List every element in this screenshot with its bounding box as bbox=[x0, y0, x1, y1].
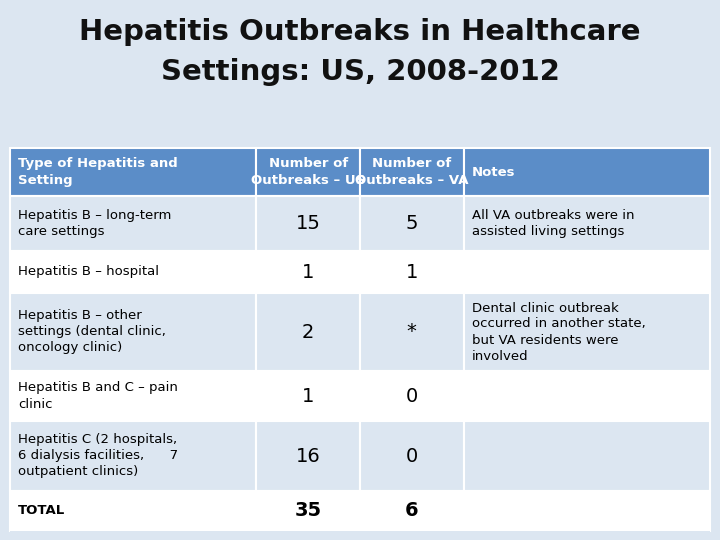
Text: 1: 1 bbox=[302, 262, 315, 281]
Text: *: * bbox=[407, 322, 417, 341]
Bar bbox=[10, 371, 256, 421]
Text: Notes: Notes bbox=[472, 165, 515, 179]
Text: Hepatitis C (2 hospitals,
6 dialysis facilities,      7
outpatient clinics): Hepatitis C (2 hospitals, 6 dialysis fac… bbox=[18, 434, 178, 478]
Bar bbox=[10, 531, 710, 540]
Text: Hepatitis B – hospital: Hepatitis B – hospital bbox=[18, 266, 159, 279]
Text: Dental clinic outbreak
occurred in another state,
but VA residents were
involved: Dental clinic outbreak occurred in anoth… bbox=[472, 301, 645, 362]
Text: 0: 0 bbox=[405, 387, 418, 406]
Text: Settings: US, 2008-2012: Settings: US, 2008-2012 bbox=[161, 58, 559, 86]
Text: Hepatitis B – other
settings (dental clinic,
oncology clinic): Hepatitis B – other settings (dental cli… bbox=[18, 309, 166, 354]
Bar bbox=[256, 196, 360, 251]
Bar bbox=[256, 293, 360, 371]
Bar bbox=[10, 148, 256, 196]
Text: Type of Hepatitis and
Setting: Type of Hepatitis and Setting bbox=[18, 157, 178, 187]
Text: 0: 0 bbox=[405, 447, 418, 465]
Text: 1: 1 bbox=[405, 262, 418, 281]
Text: 16: 16 bbox=[296, 447, 320, 465]
Text: Number of
Outbreaks – VA: Number of Outbreaks – VA bbox=[355, 157, 469, 187]
Bar bbox=[256, 491, 360, 531]
Bar bbox=[10, 421, 256, 491]
Bar bbox=[464, 421, 710, 491]
Bar bbox=[256, 371, 360, 421]
Bar bbox=[360, 371, 464, 421]
Bar bbox=[10, 196, 256, 251]
Bar bbox=[464, 196, 710, 251]
Bar bbox=[464, 148, 710, 196]
Text: 2: 2 bbox=[302, 322, 315, 341]
Text: Hepatitis Outbreaks in Healthcare: Hepatitis Outbreaks in Healthcare bbox=[79, 18, 641, 46]
Text: Number of
Outbreaks – US: Number of Outbreaks – US bbox=[251, 157, 365, 187]
Bar bbox=[464, 491, 710, 531]
Bar bbox=[464, 251, 710, 293]
Bar bbox=[256, 251, 360, 293]
Text: 6: 6 bbox=[405, 502, 418, 521]
Text: All VA outbreaks were in
assisted living settings: All VA outbreaks were in assisted living… bbox=[472, 209, 634, 238]
Text: 15: 15 bbox=[296, 214, 320, 233]
Bar bbox=[360, 293, 464, 371]
Bar bbox=[256, 421, 360, 491]
Bar bbox=[360, 148, 464, 196]
Text: TOTAL: TOTAL bbox=[18, 504, 66, 517]
Text: 35: 35 bbox=[294, 502, 322, 521]
Text: Hepatitis B – long-term
care settings: Hepatitis B – long-term care settings bbox=[18, 209, 171, 238]
Bar bbox=[10, 293, 256, 371]
Bar bbox=[464, 293, 710, 371]
Text: 1: 1 bbox=[302, 387, 315, 406]
Bar bbox=[464, 371, 710, 421]
Bar bbox=[360, 421, 464, 491]
Bar bbox=[360, 196, 464, 251]
Text: 5: 5 bbox=[405, 214, 418, 233]
Bar bbox=[256, 148, 360, 196]
Bar bbox=[360, 251, 464, 293]
Text: Hepatitis B and C – pain
clinic: Hepatitis B and C – pain clinic bbox=[18, 381, 178, 410]
Bar bbox=[360, 491, 464, 531]
Bar bbox=[10, 491, 256, 531]
Bar bbox=[10, 251, 256, 293]
